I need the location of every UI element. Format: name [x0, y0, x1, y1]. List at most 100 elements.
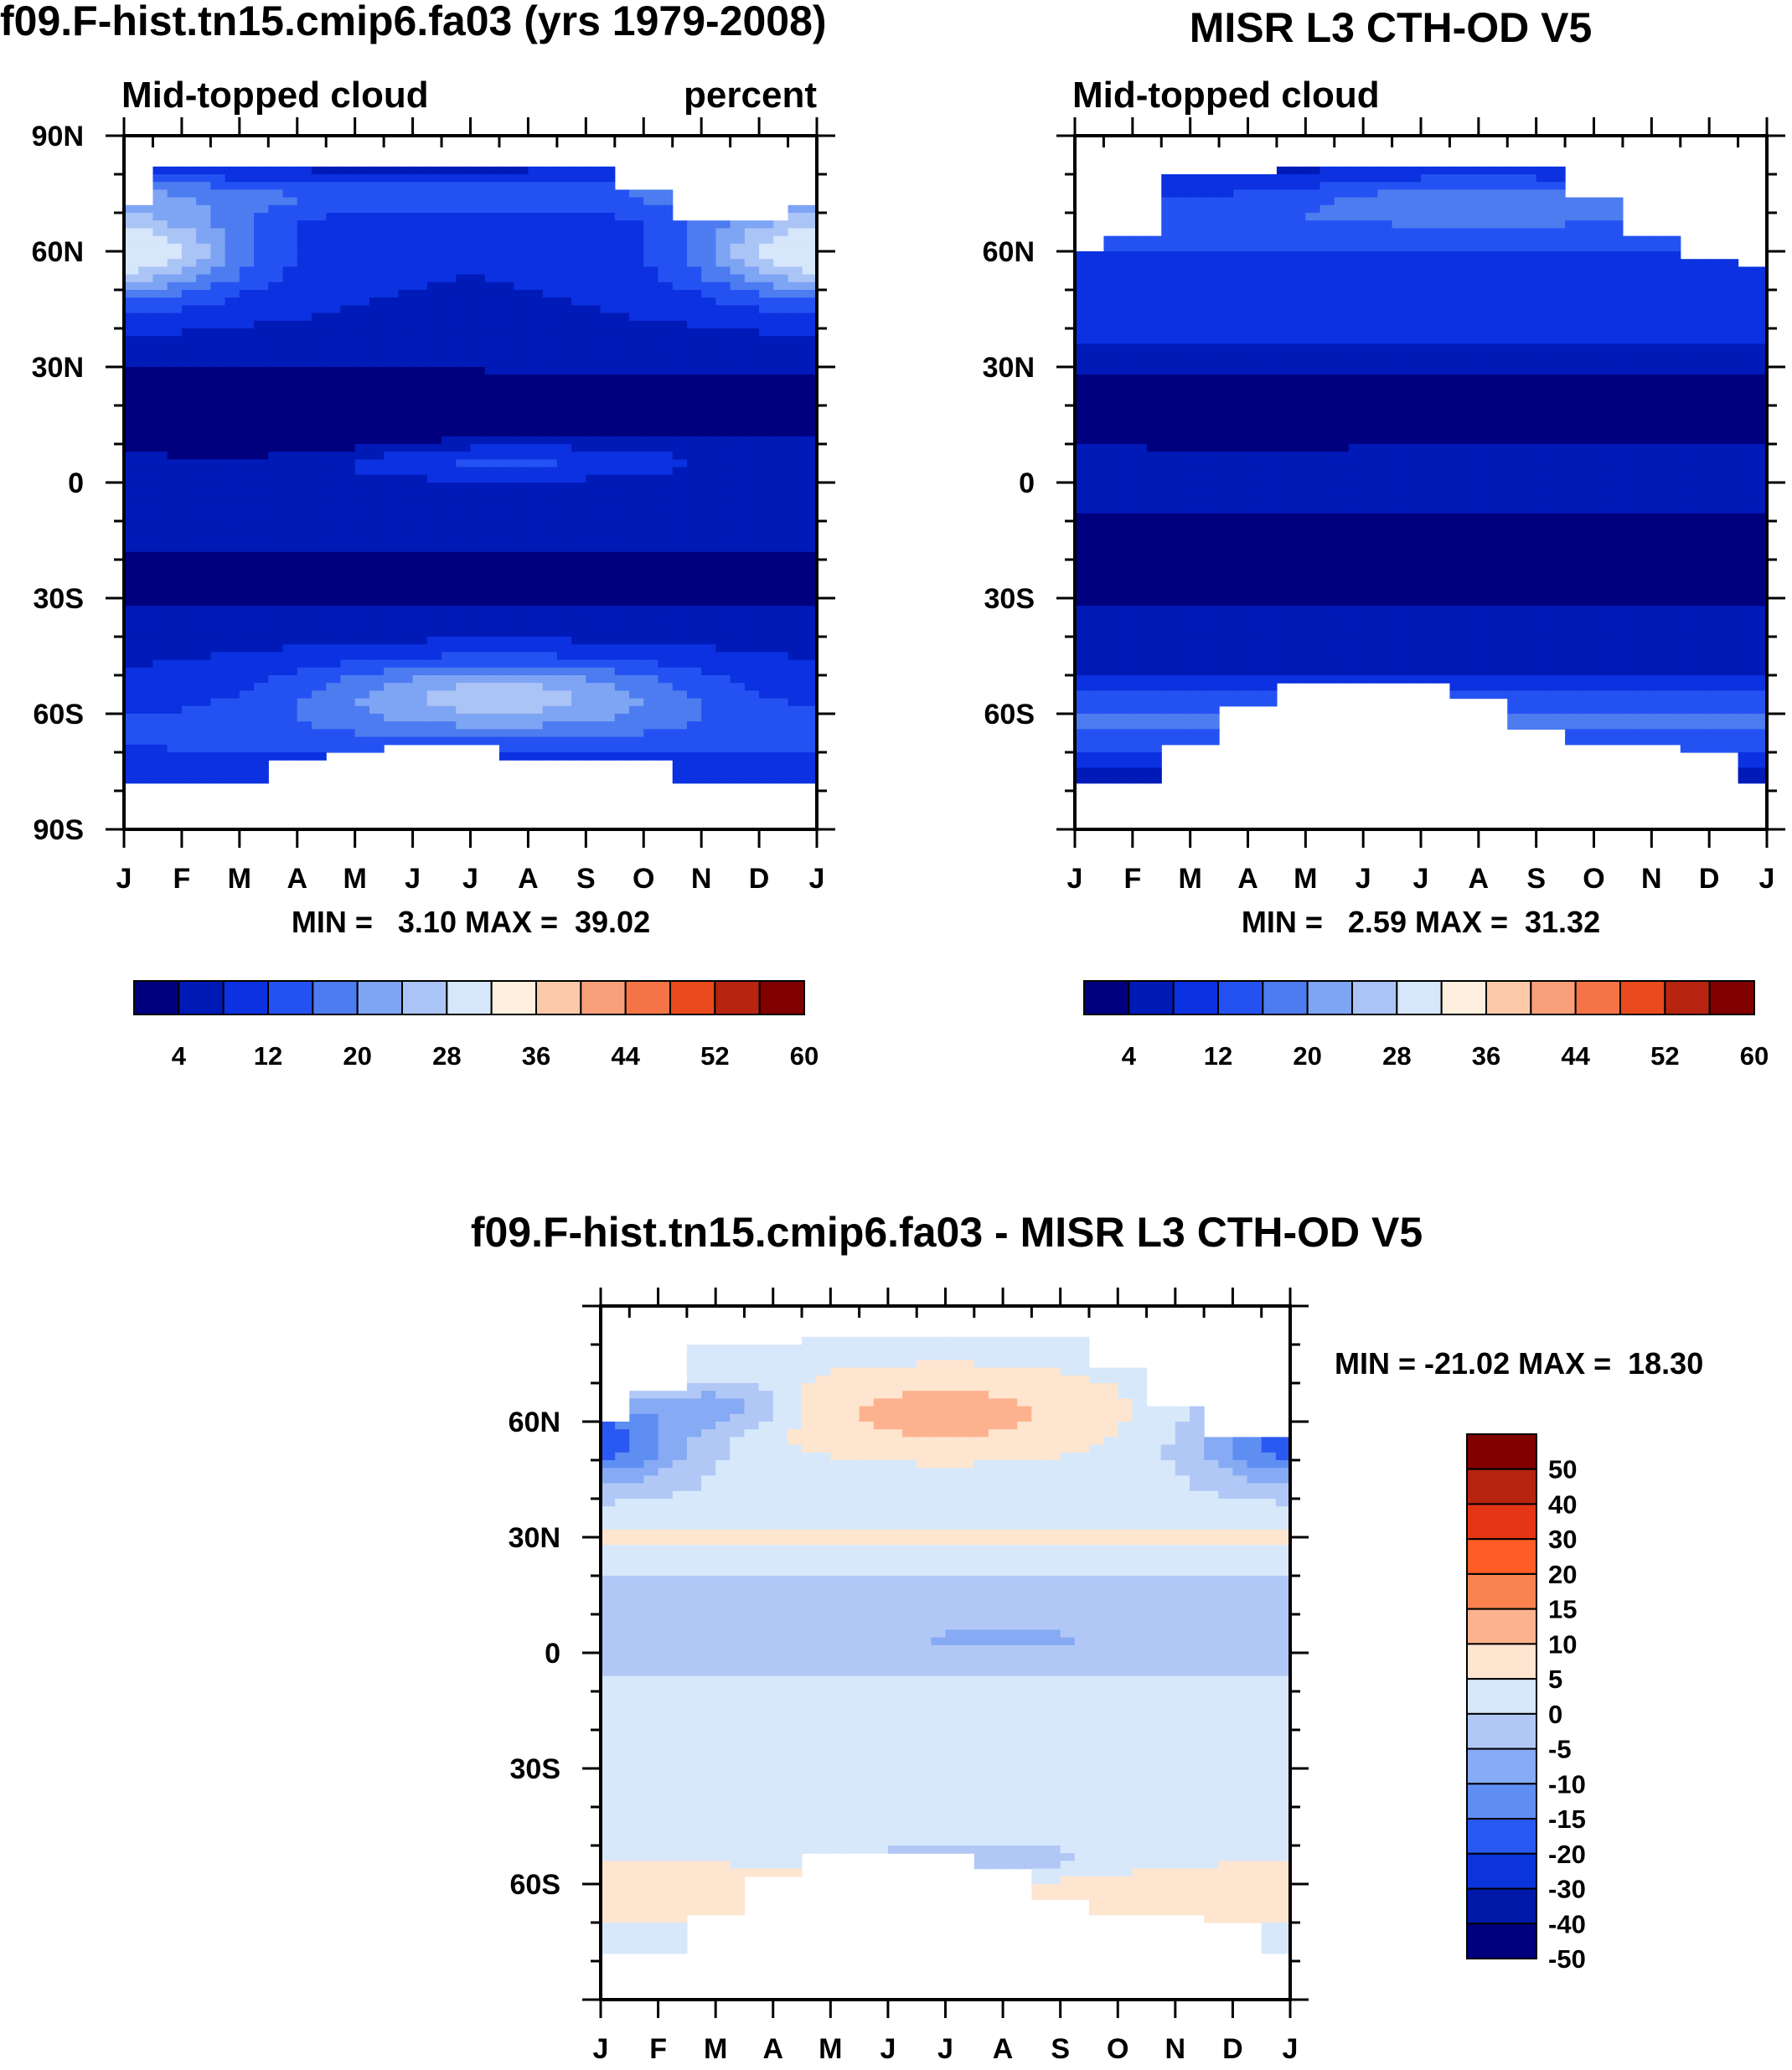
field-cell	[1161, 174, 1177, 183]
colorbar-label: 36	[522, 1041, 550, 1071]
field-cell	[715, 228, 731, 237]
field-cell	[1291, 351, 1306, 360]
field-cell	[225, 567, 240, 576]
field-cell	[643, 698, 659, 707]
field-cell	[384, 343, 399, 353]
panel-model-title: f09.F-hist.tn15.cmip6.fa03 (yrs 1979-200…	[0, 0, 827, 44]
field-cell	[1262, 467, 1278, 476]
field-cell	[1161, 551, 1177, 560]
field-cell	[571, 274, 586, 283]
field-cell	[1190, 235, 1206, 245]
field-cell	[1161, 290, 1177, 298]
field-cell	[152, 336, 168, 344]
field-cell	[672, 752, 688, 761]
field-cell	[124, 721, 139, 730]
field-cell	[600, 628, 616, 638]
field-cell	[1132, 266, 1148, 276]
field-cell	[1319, 220, 1335, 229]
field-cell	[398, 659, 414, 668]
field-cell	[600, 312, 616, 322]
month-tick-label: N	[691, 863, 712, 895]
field-cell	[715, 744, 731, 753]
field-cell	[326, 613, 342, 622]
field-cell	[614, 228, 630, 237]
field-cell	[556, 274, 572, 283]
field-cell	[152, 560, 168, 568]
field-cell	[152, 675, 168, 684]
field-cell	[556, 305, 572, 314]
field-cell	[643, 374, 659, 383]
field-cell	[1161, 714, 1177, 722]
field-cell	[282, 744, 298, 753]
field-cell	[456, 444, 472, 452]
field-cell	[442, 243, 457, 252]
field-cell	[1190, 336, 1206, 344]
field-cell	[614, 235, 630, 245]
field-cell	[1247, 343, 1263, 353]
field-cell	[1291, 529, 1306, 537]
field-cell	[1161, 182, 1177, 190]
field-cell	[470, 405, 486, 414]
field-cell	[1233, 513, 1249, 522]
field-cell	[701, 644, 716, 653]
field-cell	[730, 775, 746, 784]
field-cell	[498, 467, 514, 476]
field-cell	[528, 382, 544, 391]
field-cell	[686, 290, 702, 298]
field-cell	[614, 529, 630, 537]
field-cell	[773, 312, 789, 322]
field-cell	[498, 213, 514, 221]
field-cell	[196, 637, 211, 645]
field-cell	[528, 474, 544, 483]
field-cell	[1190, 382, 1206, 391]
field-cell	[1147, 675, 1162, 684]
field-cell	[672, 698, 688, 707]
field-cell	[715, 644, 731, 653]
field-cell	[1276, 413, 1292, 421]
field-cell	[1219, 659, 1234, 668]
field-cell	[788, 336, 803, 344]
field-cell	[456, 474, 472, 483]
field-cell	[225, 390, 240, 399]
field-cell	[1175, 459, 1191, 468]
field-cell	[571, 498, 586, 507]
field-cell	[268, 529, 284, 537]
field-cell	[254, 551, 269, 560]
field-cell	[442, 483, 457, 491]
field-cell	[686, 606, 702, 614]
field-cell	[1075, 705, 1090, 715]
field-cell	[1247, 637, 1263, 645]
field-cell	[412, 544, 428, 553]
field-cell	[297, 320, 312, 329]
field-cell	[498, 336, 514, 344]
field-cell	[326, 259, 342, 267]
field-cell	[297, 536, 312, 545]
field-cell	[340, 560, 356, 568]
field-cell	[124, 744, 139, 753]
field-cell	[138, 582, 154, 591]
field-cell	[210, 213, 226, 221]
field-cell	[715, 575, 731, 584]
field-cell	[643, 312, 659, 322]
field-cell	[600, 683, 616, 691]
field-cell	[643, 659, 659, 668]
field-cell	[614, 281, 630, 291]
field-cell	[658, 452, 674, 460]
field-cell	[369, 266, 385, 276]
field-cell	[340, 452, 356, 460]
field-cell	[1075, 721, 1090, 730]
field-cell	[686, 667, 702, 676]
field-cell	[152, 397, 168, 406]
field-cell	[643, 637, 659, 645]
field-cell	[773, 752, 789, 761]
field-cell	[167, 328, 183, 337]
field-cell	[1175, 312, 1191, 322]
field-cell	[1161, 397, 1177, 406]
field-cell	[268, 659, 284, 668]
field-cell	[730, 382, 746, 391]
field-cell	[528, 436, 544, 445]
field-cell	[643, 444, 659, 452]
field-cell	[398, 397, 414, 406]
field-cell	[181, 767, 197, 777]
